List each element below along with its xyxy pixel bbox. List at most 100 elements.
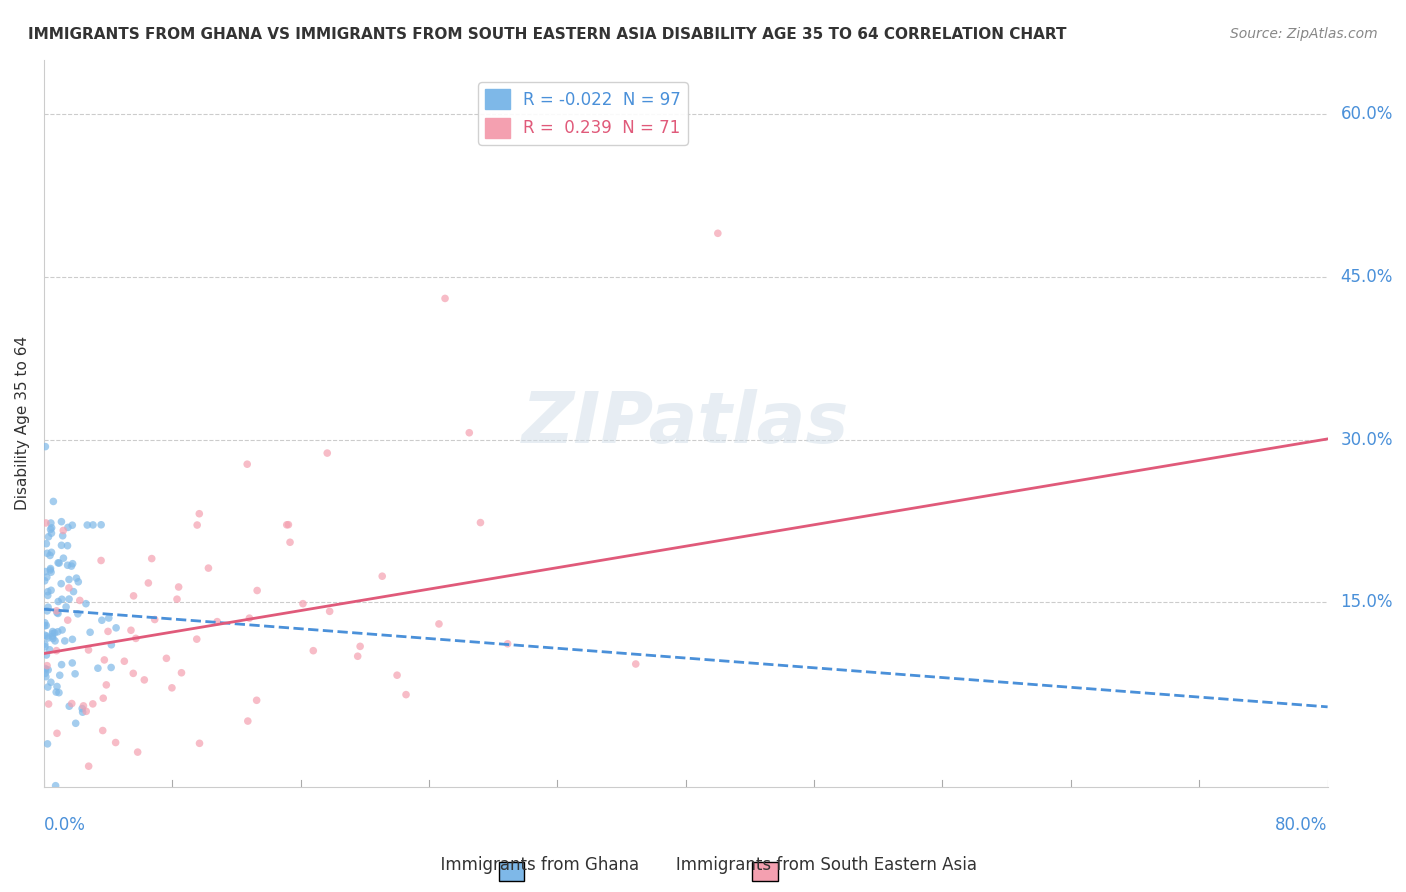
Point (39, 549, 62, 563)
Point (90, 517, 112, 532)
Point (41, 629, 63, 643)
Point (63, 666, 86, 681)
Point (39, 523, 62, 537)
Point (76, 518, 98, 533)
Text: Source: ZipAtlas.com: Source: ZipAtlas.com (1230, 27, 1378, 41)
Point (37, 737, 59, 751)
Point (87, 661, 110, 675)
Point (34, 662, 56, 676)
Point (278, 535, 301, 549)
Point (41, 626, 63, 640)
Point (45, 604, 67, 618)
Point (385, 668, 408, 682)
Point (34, 574, 56, 588)
Point (458, 425, 481, 440)
Point (60, 632, 83, 647)
Point (134, 673, 156, 687)
Point (34, 619, 56, 633)
Point (35, 618, 58, 632)
Point (34, 666, 56, 681)
Point (75, 704, 97, 718)
Point (77, 643, 100, 657)
Point (45, 643, 67, 657)
Point (56, 520, 79, 534)
Point (39, 583, 62, 598)
Point (496, 637, 519, 651)
Text: 0.0%: 0.0% (44, 816, 86, 834)
Point (100, 660, 122, 674)
Point (160, 681, 183, 695)
Point (246, 583, 269, 598)
Point (38, 697, 60, 711)
Point (470, 516, 492, 530)
Point (276, 517, 298, 532)
Point (34, 640, 56, 654)
Point (35, 629, 58, 643)
Point (70, 701, 93, 715)
Point (143, 788, 166, 802)
Point (46, 726, 69, 740)
Point (318, 604, 340, 618)
Point (166, 592, 188, 607)
Point (51, 623, 73, 637)
Point (65, 571, 87, 585)
Point (186, 518, 208, 533)
Point (37, 663, 59, 677)
Point (48, 668, 70, 682)
Point (93, 653, 115, 667)
Point (44, 625, 66, 640)
Point (155, 651, 177, 665)
Point (82, 517, 104, 532)
Point (143, 613, 166, 627)
Point (37, 604, 59, 618)
Point (60, 518, 83, 533)
Point (46, 624, 69, 639)
Point (35, 570, 58, 584)
Point (35, 658, 58, 673)
Point (35, 516, 58, 530)
Point (72, 698, 94, 713)
Point (34, 615, 56, 630)
Point (79, 625, 101, 640)
Point (104, 735, 127, 749)
Point (56, 613, 79, 627)
Point (46, 556, 69, 570)
Point (35, 537, 58, 551)
Point (39, 563, 62, 577)
Point (69, 593, 91, 607)
Point (51, 515, 73, 529)
Point (52, 524, 75, 538)
Point (205, 615, 228, 629)
Text: IMMIGRANTS FROM GHANA VS IMMIGRANTS FROM SOUTH EASTERN ASIA DISABILITY AGE 35 TO: IMMIGRANTS FROM GHANA VS IMMIGRANTS FROM… (28, 27, 1067, 42)
Point (56, 558, 79, 573)
Point (349, 640, 371, 654)
Point (62, 584, 84, 599)
Point (53, 634, 76, 648)
Point (67, 574, 90, 589)
Legend: R = -0.022  N = 97, R =  0.239  N = 71: R = -0.022 N = 97, R = 0.239 N = 71 (478, 82, 688, 145)
Point (35, 648, 58, 662)
Point (291, 597, 314, 611)
Point (624, 657, 647, 671)
Point (238, 611, 260, 625)
Point (112, 654, 135, 668)
Text: Immigrants from Ghana       Immigrants from South Eastern Asia: Immigrants from Ghana Immigrants from So… (429, 856, 977, 874)
Text: 80.0%: 80.0% (1275, 816, 1327, 834)
Point (82, 697, 104, 711)
Point (122, 589, 145, 603)
Point (45, 779, 67, 793)
Point (246, 693, 269, 707)
Point (58, 592, 80, 607)
Point (105, 621, 128, 635)
Point (122, 666, 145, 681)
Point (39, 565, 62, 579)
Point (170, 665, 193, 680)
Point (141, 802, 163, 816)
Point (37, 546, 59, 560)
Point (34, 637, 56, 651)
Point (188, 736, 211, 750)
Point (37, 600, 59, 615)
Point (41, 624, 63, 639)
Point (91, 723, 114, 738)
Point (52, 529, 75, 543)
